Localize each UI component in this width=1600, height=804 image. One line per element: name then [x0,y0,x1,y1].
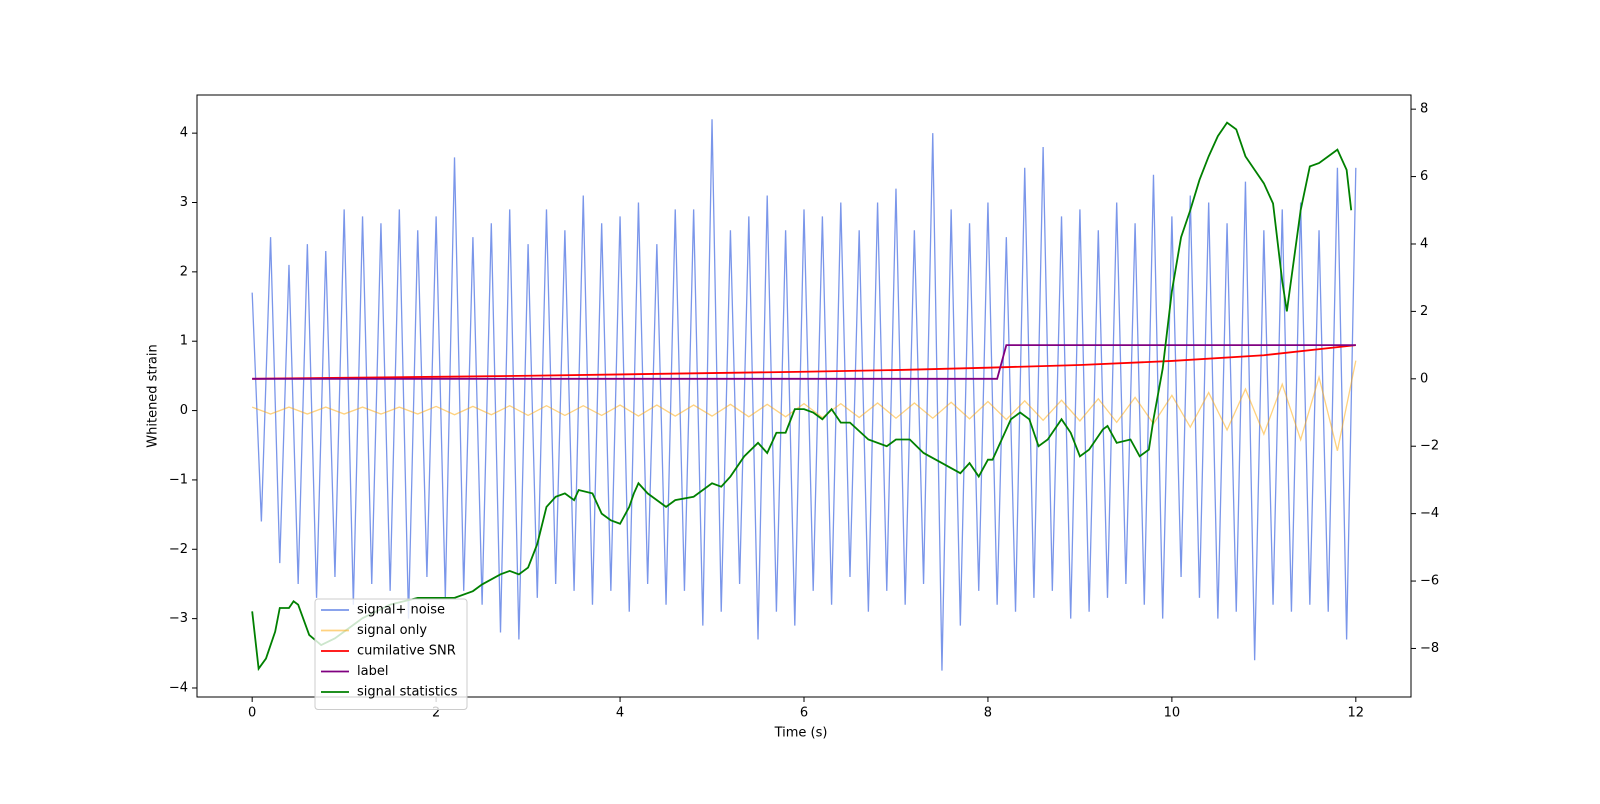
y2-tick-label: 0 [1420,371,1428,386]
x-tick-label: 8 [984,706,992,721]
y-tick-label: −3 [169,611,188,626]
y-tick-label: 2 [180,264,188,279]
series-line [251,360,1357,451]
x-tick-label: 4 [616,706,624,721]
legend: signal+ noise signal only cumilative SNR la… [314,598,468,710]
x-tick-label: 10 [1164,706,1181,721]
y2-tick-label: 4 [1420,236,1428,251]
series-line [252,344,1356,380]
y2-tick-label: −8 [1420,641,1439,656]
y2-tick-label: −2 [1420,439,1439,454]
legend-label: signal only [357,623,427,638]
x-tick-label: 0 [248,706,256,721]
y-tick-label: −2 [169,542,188,557]
legend-box [314,598,468,710]
x-tick-label: 6 [800,706,808,721]
y2-tick-label: −4 [1420,506,1439,521]
y-tick-label: −1 [169,472,188,487]
y2-tick-label: 6 [1420,169,1428,184]
y-tick-label: 1 [180,334,188,349]
x-tick-label: 2 [432,706,440,721]
series-line [251,119,1357,671]
legend-label: signal statistics [357,685,458,700]
x-tick-label: 12 [1348,706,1365,721]
series-line [251,121,1353,672]
series-line [252,344,1356,380]
legend-label: cumilative SNR [357,644,456,659]
y2-tick-label: −6 [1420,574,1439,589]
legend-label: signal+ noise [357,603,445,618]
y2-tick-label: 2 [1420,304,1428,319]
y-axis-label: Whitened strain [146,344,161,447]
x-axis-label: Time (s) [774,726,828,741]
y2-tick-label: 8 [1420,102,1428,117]
y-tick-label: 0 [180,403,188,418]
y-tick-label: −4 [169,680,188,695]
legend-label: label [357,664,388,679]
y-tick-label: 3 [180,195,188,210]
y-tick-label: 4 [180,126,188,141]
